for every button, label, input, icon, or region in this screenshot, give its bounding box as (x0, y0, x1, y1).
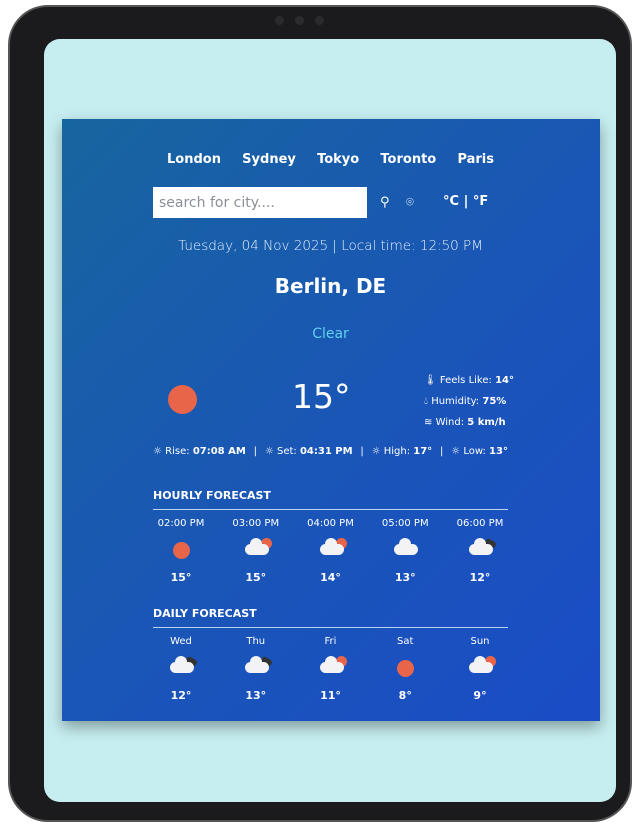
sun-icon: ☼ (153, 446, 162, 457)
sun-icon: ☼ (371, 446, 381, 457)
current-temperature: 15° (292, 377, 351, 416)
screen: London Sydney Tokyo Toronto Paris ⚲ ⌾ °C… (44, 39, 616, 802)
sun-icon: ☼ (451, 446, 461, 457)
city-paris-button[interactable]: Paris (457, 152, 494, 167)
forecast-temp: 13° (245, 689, 267, 702)
wind: ≋ Wind: 5 km/h (424, 417, 506, 428)
city-toronto-button[interactable]: Toronto (380, 152, 437, 167)
feels-like: 🌡︎ Feels Like: 14° (424, 375, 514, 386)
hourly-forecast-item: 02:00 PM 15° (153, 518, 209, 584)
search-icon[interactable]: ⚲ (380, 195, 390, 210)
city-tokyo-button[interactable]: Tokyo (317, 152, 360, 167)
tablet-frame: London Sydney Tokyo Toronto Paris ⚲ ⌾ °C… (8, 5, 632, 822)
forecast-temp: 9° (473, 689, 487, 702)
forecast-temp: 15° (245, 571, 267, 584)
sun-icon (173, 542, 190, 559)
low-temp: ☼ Low: 13° (451, 446, 508, 457)
forecast-label: Sat (397, 636, 414, 647)
forecast-temp: 8° (398, 689, 412, 702)
forecast-temp: 13° (394, 571, 416, 584)
location-title: Berlin, DE (274, 274, 387, 298)
daily-forecast-item: Sun 9° (452, 636, 508, 702)
sun-icon (397, 660, 415, 677)
sunset: ☼ Set: 04:31 PM (264, 446, 353, 457)
sunrise: ☼ Rise: 07:08 AM (153, 446, 246, 457)
forecast-temp: 12° (170, 689, 192, 702)
daily-forecast-item: Fri 11° (303, 636, 359, 702)
forecast-temp: 12° (469, 571, 491, 584)
camera (315, 16, 324, 25)
forecast-label: 03:00 PM (232, 518, 280, 529)
daily-forecast-item: Thu 13° (228, 636, 284, 702)
forecast-temp: 11° (320, 689, 341, 702)
forecast-temp: 15° (170, 571, 192, 584)
sunset-icon: ☼ (264, 446, 274, 457)
daily-forecast: DAILY FORECAST Wed 12° Thu 13° Fri 11° Sat 8° Su… (153, 607, 508, 702)
hourly-forecast-item: 06:00 PM 12° (452, 518, 508, 584)
city-london-button[interactable]: London (167, 152, 221, 167)
humidity: 💧︎ Humidity: 75% (424, 396, 507, 407)
city-shortcuts: London Sydney Tokyo Toronto Paris (153, 152, 508, 167)
forecast-label: 06:00 PM (456, 518, 504, 529)
droplet-icon: 💧︎ (424, 396, 428, 407)
sun-icon (168, 385, 197, 414)
search-input[interactable] (153, 187, 367, 218)
hourly-title: HOURLY FORECAST (153, 489, 508, 510)
weather-details: 🌡︎ Feels Like: 14° 💧︎ Humidity: 75% ≋ Wi… (424, 370, 514, 433)
forecast-label: Fri (324, 636, 337, 647)
sun-times-row: ☼ Rise: 07:08 AM | ☼ Set: 04:31 PM | ☼ Hig… (153, 446, 508, 457)
hourly-forecast: HOURLY FORECAST 02:00 PM 15° 03:00 PM 15° 04… (153, 489, 508, 584)
camera (295, 16, 304, 25)
hourly-forecast-item: 05:00 PM 13° (377, 518, 433, 584)
forecast-label: Sun (470, 636, 490, 647)
hourly-forecast-item: 04:00 PM 14° (303, 518, 359, 584)
forecast-temp: 14° (320, 571, 341, 584)
daily-forecast-item: Sat 8° (377, 636, 433, 702)
forecast-label: 02:00 PM (157, 518, 205, 529)
high-temp: ☼ High: 17° (371, 446, 433, 457)
forecast-label: Thu (246, 636, 266, 647)
forecast-label: 05:00 PM (381, 518, 429, 529)
forecast-label: Wed (170, 636, 192, 647)
daily-forecast-item: Wed 12° (153, 636, 209, 702)
thermometer-icon: 🌡︎ (424, 375, 437, 386)
unit-toggle[interactable]: °C | °F (443, 194, 489, 209)
forecast-label: 04:00 PM (307, 518, 354, 529)
location-pin-icon[interactable]: ⌾ (406, 195, 414, 210)
camera (275, 16, 284, 25)
date-time: Tuesday, 04 Nov 2025 | Local time: 12:50… (178, 238, 483, 254)
condition-text: Clear (312, 326, 349, 342)
hourly-forecast-item: 03:00 PM 15° (228, 518, 284, 584)
city-sydney-button[interactable]: Sydney (242, 152, 296, 167)
daily-title: DAILY FORECAST (153, 607, 508, 628)
wind-icon: ≋ (424, 417, 433, 428)
weather-card: London Sydney Tokyo Toronto Paris ⚲ ⌾ °C… (62, 119, 600, 721)
